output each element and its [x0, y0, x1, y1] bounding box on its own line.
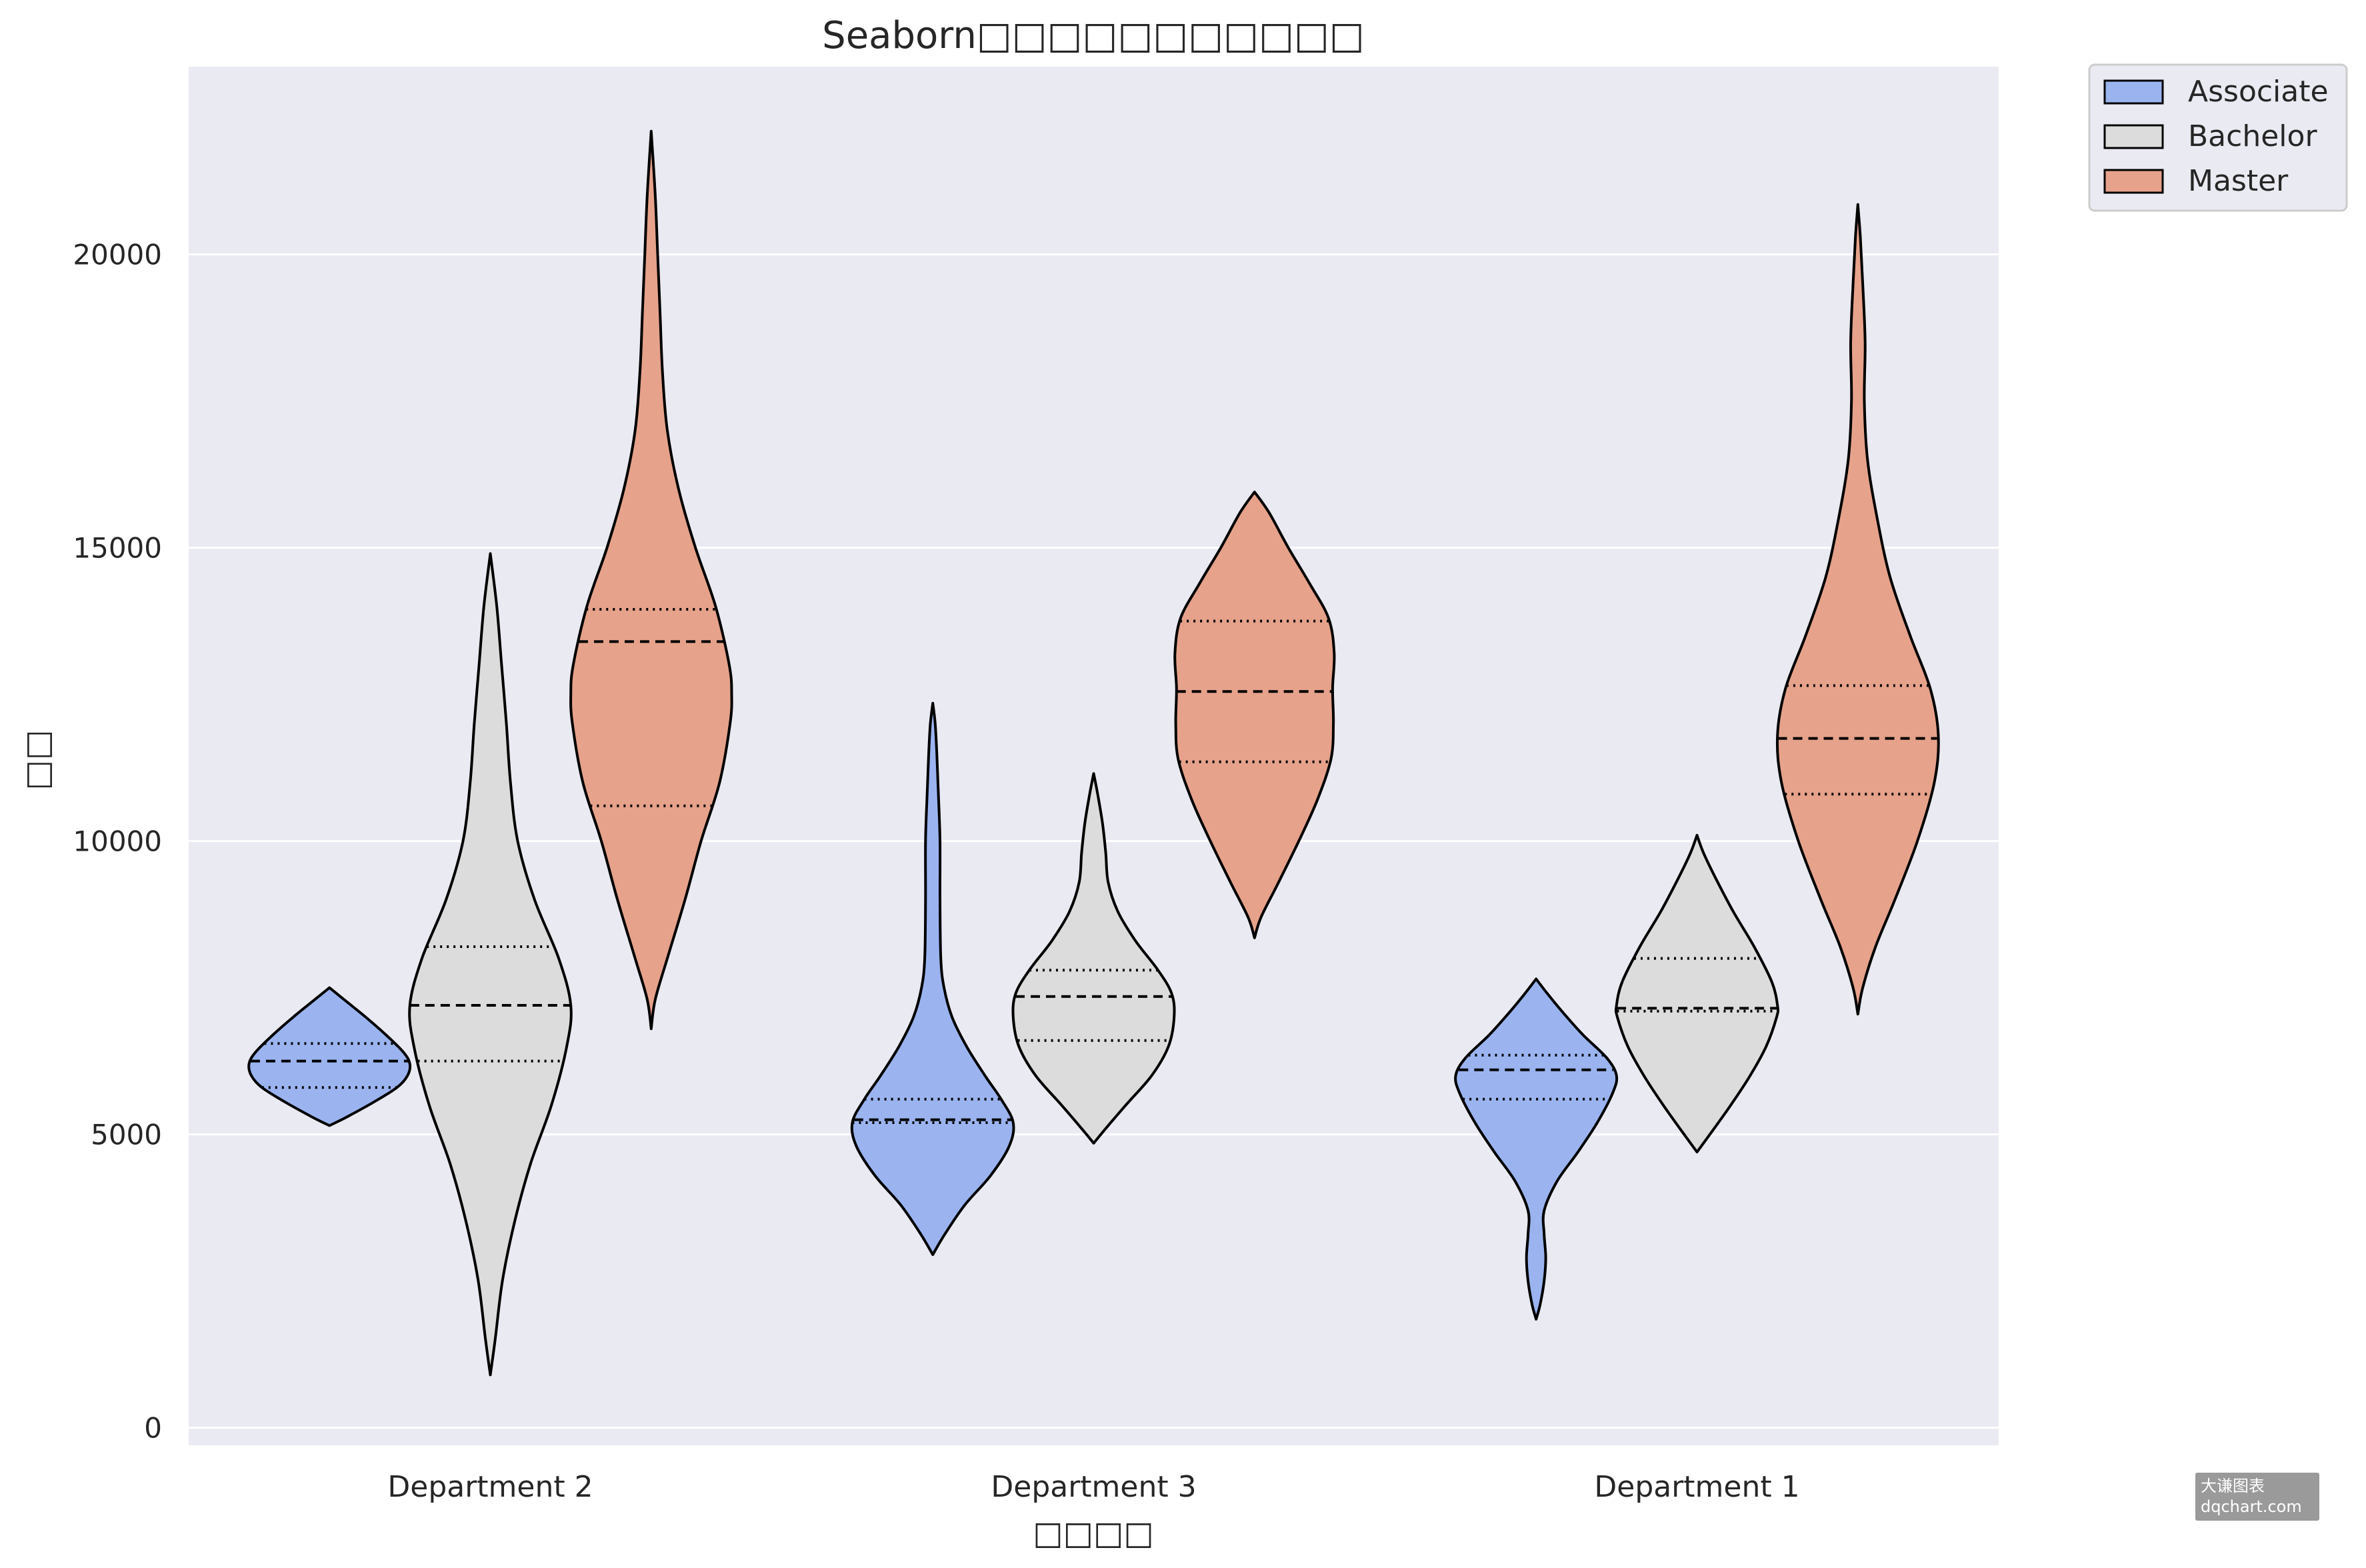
violin-master-department-2: [569, 129, 733, 1031]
y-tick-label: 0: [144, 1412, 162, 1445]
x-tick-label: Department 2: [387, 1470, 593, 1504]
legend-swatch-master: [2103, 169, 2164, 194]
violin-associate-department-3: [850, 701, 1015, 1256]
legend-swatch-associate: [2103, 79, 2164, 105]
y-tick-label: 10000: [73, 825, 162, 858]
violin-master-department-1: [1775, 203, 1940, 1016]
y-axis-label: □□: [19, 730, 56, 791]
x-tick-label: Department 3: [991, 1470, 1196, 1504]
chart-title: Seaborn□□□□□□□□□□□: [822, 14, 1365, 57]
y-tick-label: 20000: [73, 239, 162, 271]
y-tick-label: 15000: [73, 532, 162, 565]
legend-label-bachelor: Bachelor: [2188, 119, 2317, 153]
violin-body: [247, 986, 412, 1127]
violin-bachelor-department-3: [1011, 772, 1176, 1145]
violin-body: [1454, 977, 1619, 1321]
x-axis-label: □□□□: [1033, 1515, 1153, 1552]
watermark-line-1: 大谦图表: [2201, 1477, 2265, 1495]
violin-bachelor-department-1: [1614, 833, 1780, 1153]
violin-body: [1775, 203, 1940, 1016]
violin-associate-department-2: [247, 986, 412, 1127]
watermark-line-2: dqchart.com: [2201, 1497, 2302, 1516]
legend-label-master: Master: [2188, 164, 2289, 198]
y-tick-labels: 0 5000 10000 15000 20000: [73, 239, 162, 1445]
violin-body: [1011, 772, 1176, 1145]
violin-body: [850, 701, 1015, 1256]
x-tick-label: Department 1: [1594, 1470, 1799, 1504]
violin-bachelor-department-2: [408, 552, 573, 1377]
violin-body: [1173, 491, 1336, 939]
violin-body: [569, 129, 733, 1031]
legend-label-associate: Associate: [2188, 75, 2329, 109]
legend: Associate Bachelor Master: [2088, 63, 2348, 212]
violin-body: [408, 552, 573, 1377]
violin-body: [1614, 833, 1780, 1153]
violin-associate-department-1: [1454, 977, 1619, 1321]
watermark-badge: 大谦图表 dqchart.com: [2195, 1473, 2319, 1521]
plot-background: [189, 67, 1999, 1445]
y-tick-label: 5000: [91, 1119, 162, 1151]
legend-swatch-bachelor: [2103, 124, 2164, 149]
x-tick-labels: Department 2 Department 3 Department 1: [387, 1470, 1799, 1504]
violins: [247, 129, 1940, 1377]
violin-master-department-3: [1173, 491, 1336, 939]
